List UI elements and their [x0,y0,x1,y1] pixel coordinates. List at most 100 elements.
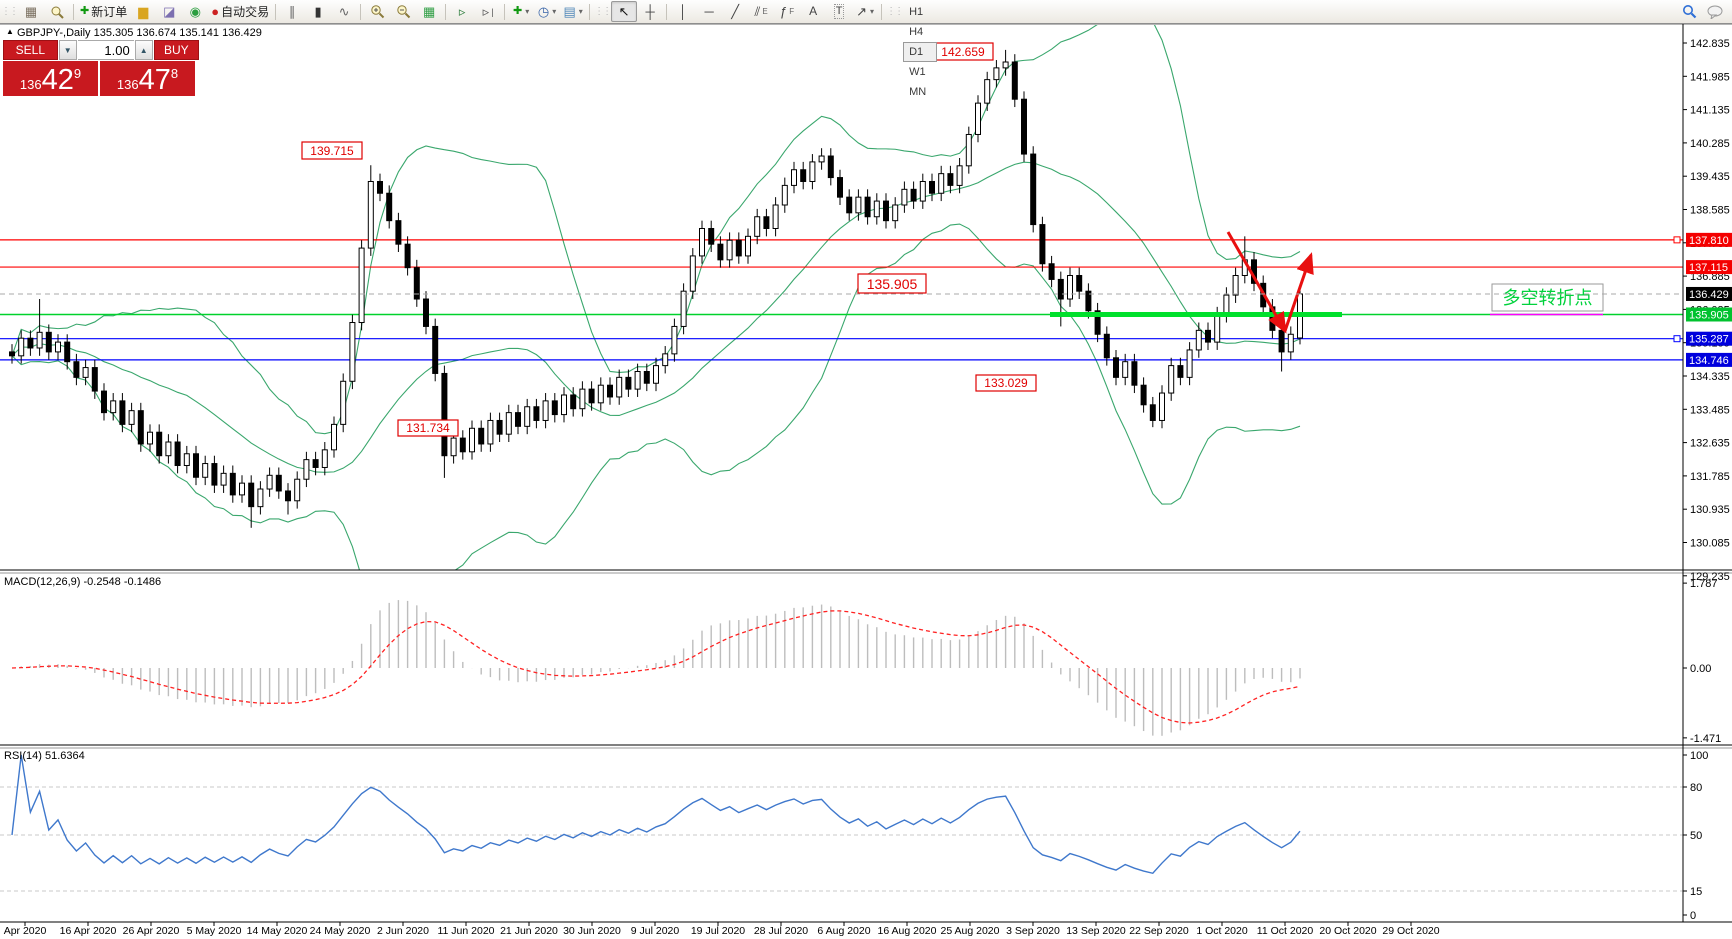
price-annotation[interactable]: 142.659 [932,42,994,61]
cursor-tool[interactable]: ↖ [611,1,638,22]
timeframe-H1[interactable]: H1 [909,5,924,18]
tile-windows-icon[interactable]: ▦ [422,4,436,19]
price-annotation[interactable]: 139.715 [301,141,363,160]
svg-text:5 May 2020: 5 May 2020 [187,925,242,937]
symbol-ohlc: 135.305 136.674 135.141 136.429 [93,27,262,39]
chevron-down-icon: ▾ [870,7,875,16]
periods-button[interactable]: ◷ ▾ [534,1,560,22]
level-badge[interactable]: 135.287 [1686,331,1732,346]
svg-text:11 Oct 2020: 11 Oct 2020 [1257,925,1314,937]
timeframe-group: M1M5M15M30H1H4D1W1MN [903,0,937,102]
svg-text:1.787: 1.787 [1690,578,1718,590]
level-badge[interactable]: 137.115 [1686,260,1732,275]
chart-shift-icon[interactable]: ▹ | [482,4,494,19]
price-annotation[interactable]: 131.734 [397,419,459,437]
new-order-button[interactable]: ✚ 新订单 [77,1,130,22]
auto-scroll-icon[interactable]: ▹ [458,4,466,19]
symbol-info-line: ▲ GBPJPY-,Daily 135.305 136.674 135.141 … [6,27,262,39]
line-handle[interactable] [1673,335,1681,343]
svg-text:80: 80 [1690,782,1702,794]
zoom-out-icon[interactable] [390,1,416,22]
price-annotation[interactable]: 135.905 [857,273,927,294]
styler-bucket-icon[interactable]: ▆ [138,4,149,19]
channel-tool[interactable]: ⫽ E [754,4,768,19]
line-handle[interactable] [1673,236,1681,244]
chevron-down-icon: ▾ [578,7,583,16]
vertical-line-tool[interactable]: │ [670,1,696,22]
volume-input[interactable] [77,40,134,60]
preview-icon[interactable] [44,1,70,22]
svg-text:141.135: 141.135 [1690,105,1730,117]
svg-text:136.429: 136.429 [1689,289,1729,301]
templates-button[interactable]: ▤ ▾ [560,1,586,22]
label-tool[interactable]: T [826,1,852,22]
timeframe-D1[interactable]: D1 [903,41,937,62]
svg-text:140.285: 140.285 [1690,138,1730,150]
svg-text:133.029: 133.029 [984,376,1028,390]
magnifier-plus-icon [370,5,384,19]
sell-button[interactable]: SELL [3,40,58,60]
trend-arrow-down[interactable] [1226,231,1287,334]
trendline-tool[interactable]: ╱ [722,1,748,22]
horizontal-line-tool[interactable]: ─ [696,1,722,22]
svg-text:0: 0 [1690,910,1696,922]
horizontal-level-lines[interactable] [0,239,1683,361]
trend-arrow-up[interactable] [1283,252,1314,332]
magnifier-minus-icon [396,5,410,19]
buy-price-tile[interactable]: 136 47 8 [100,61,195,96]
volume-decrease-button[interactable]: ▼ [58,40,77,60]
timeframe-W1[interactable]: W1 [909,65,926,78]
crosshair-icon: ┼ [645,4,655,19]
arrows-icon: ↗ [856,4,868,19]
svg-text:Apr 2020: Apr 2020 [4,925,47,937]
separator [881,3,883,20]
svg-text:129.235: 129.235 [1690,571,1730,583]
svg-text:131.734: 131.734 [406,421,450,435]
signal-icon[interactable]: ◉ [189,4,201,19]
svg-text:15: 15 [1690,886,1702,898]
crosshair-tool[interactable]: ┼ [637,1,663,22]
buy-button[interactable]: BUY [153,40,199,60]
text-icon: A [809,4,818,18]
svg-text:139.435: 139.435 [1690,171,1730,183]
separator [589,3,591,20]
collapse-arrow-icon[interactable]: ▲ [6,27,14,36]
autotrade-button[interactable]: ● 自动交易 [208,1,272,22]
rsi-line [11,754,1301,875]
bar-chart-mode-icon[interactable]: ∥ [288,4,296,19]
zoom-in-icon[interactable] [364,1,390,22]
indicators-button[interactable]: ✚ ▾ [508,1,534,22]
arrows-tool[interactable]: ↗ ▾ [852,1,878,22]
svg-text:多空转折点: 多空转折点 [1503,288,1593,308]
autotrade-label: 自动交易 [221,5,270,19]
indicators-plus-icon: ✚ [512,5,523,17]
price-annotation[interactable]: 133.029 [975,374,1037,392]
svg-text:19 Jul 2020: 19 Jul 2020 [691,925,745,937]
svg-text:134.335: 134.335 [1690,371,1730,383]
timeframe-MN[interactable]: MN [909,85,927,98]
level-badge[interactable]: 135.905 [1686,307,1732,322]
svg-text:134.746: 134.746 [1689,355,1729,367]
sell-price-tile[interactable]: 136 42 9 [3,61,98,96]
volume-increase-button[interactable]: ▲ [134,40,153,60]
svg-text:131.785: 131.785 [1690,471,1730,483]
line-chart-mode-icon[interactable]: ∿ [338,4,350,19]
svg-text:22 Sep 2020: 22 Sep 2020 [1129,925,1189,937]
svg-text:6 Aug 2020: 6 Aug 2020 [817,925,870,937]
date-axis[interactable]: Apr 2020 16 Apr 2020 26 Apr 2020 5 May 2020… [4,922,1440,937]
cn-annotation[interactable]: 多空转折点 [1491,283,1604,312]
candlestick-mode-icon[interactable]: ▮ [314,4,322,19]
svg-text:25 Aug 2020: 25 Aug 2020 [941,925,1000,937]
separator [73,3,74,20]
text-tool[interactable]: A [800,1,826,22]
chart-window-icon[interactable]: ▦ [24,4,38,19]
level-badge[interactable]: 137.810 [1686,232,1732,247]
level-badge[interactable]: 134.746 [1686,352,1732,367]
profiles-icon[interactable]: ◪ [163,4,176,19]
timeframe-H4[interactable]: H4 [909,25,924,38]
candlesticks [9,49,1303,528]
chat-icon[interactable] [1707,5,1724,19]
search-icon[interactable] [1682,4,1697,19]
